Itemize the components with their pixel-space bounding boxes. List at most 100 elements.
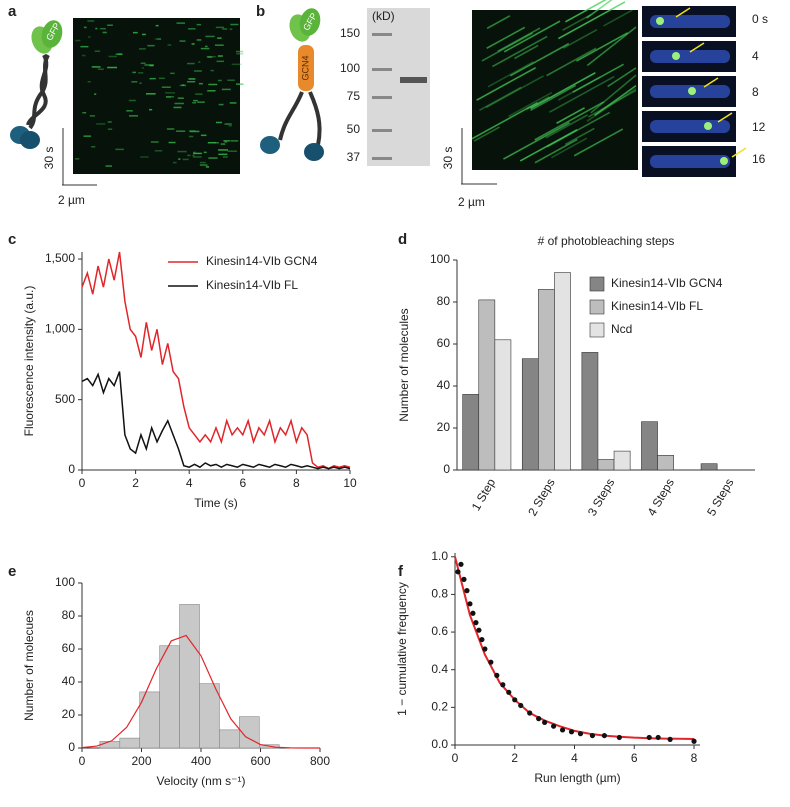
speckle [230,140,239,142]
scale-label: 30 s [42,147,56,170]
point [494,672,500,678]
x-tick-label: 2 Steps [525,476,557,518]
streak [509,42,570,77]
frame-time: 0 s [752,12,768,26]
streak [503,122,570,160]
bar [462,394,480,471]
fit-curve [81,634,321,749]
streak [503,20,561,53]
point [470,610,476,616]
speckle [165,92,176,94]
speckle [174,102,184,105]
speckle [154,150,163,152]
point [691,738,697,744]
x-tick-label: 4 [186,476,193,490]
y-tick-label: 20 [437,420,451,434]
microtubule [650,50,730,63]
microtubule [650,155,730,168]
scale-label: 2 µm [458,195,485,209]
point [568,729,575,735]
streak [562,13,592,32]
speckle [195,93,203,95]
bar [581,352,599,471]
kymograph-signal [471,0,637,164]
speckle [94,50,101,52]
point [464,588,470,594]
streak [607,67,637,88]
speckle [115,148,124,151]
point [616,734,622,741]
x-axis-label: Velocity (nm s⁻¹) [156,774,245,788]
point [646,734,652,741]
fit-curve [454,556,695,740]
y-tick-label: 1,500 [45,251,75,265]
kymograph-signal [75,20,244,168]
line [81,371,351,470]
y-tick-label: 0 [68,740,75,754]
bar [119,737,141,749]
y-tick-label: 500 [55,392,75,406]
speckle [215,26,224,29]
y-tick-label: 40 [62,674,76,688]
bar [538,289,555,471]
speckle [198,82,203,85]
kymograph [472,10,638,170]
streak [564,127,595,146]
speckle [186,62,195,65]
domain-label: GCN4 [300,55,310,80]
bar [494,339,512,471]
speckle [217,55,223,57]
streak [549,75,615,113]
arrow [675,7,691,18]
frame-time: 12 [752,120,766,134]
panel-label: c [8,231,16,248]
speckle [132,71,136,74]
speckle [217,37,222,39]
speckle [205,166,210,168]
speckle [173,161,177,164]
streak [473,126,500,142]
panel-label: d [398,231,407,248]
bar [239,716,260,749]
point [461,576,467,582]
speckle [91,146,96,148]
speckle [188,28,196,30]
speckle [182,158,189,161]
y-tick-label: 0 [443,462,450,476]
speckle [173,106,182,109]
speckle [168,141,176,144]
speckle [149,108,153,111]
streak [485,75,544,109]
speckle [95,27,98,30]
speckle [192,102,197,104]
speckle [155,38,158,40]
bar [597,459,615,471]
speckle [88,36,91,38]
speckle [149,64,154,67]
bar [199,683,220,749]
speckle [75,39,81,42]
speckle [214,44,224,46]
speckle [155,24,159,27]
speckle [102,31,107,34]
speckle [215,121,222,124]
streak [491,35,548,68]
bar [613,450,631,471]
speckle [224,141,228,143]
speckle [193,99,198,102]
x-tick-label: 0 [79,476,86,490]
y-tick-label: 0 [68,462,75,476]
speckle [157,38,162,40]
streak [478,86,522,112]
speckle [221,88,231,91]
point [601,732,607,739]
speckle [147,44,155,47]
streak [487,61,534,88]
speckle [227,150,238,152]
speckle [218,149,229,151]
arrow [717,112,733,123]
speckle [207,56,213,58]
y-tick-label: 20 [62,707,76,721]
y-tick-label: 1,000 [45,322,75,336]
